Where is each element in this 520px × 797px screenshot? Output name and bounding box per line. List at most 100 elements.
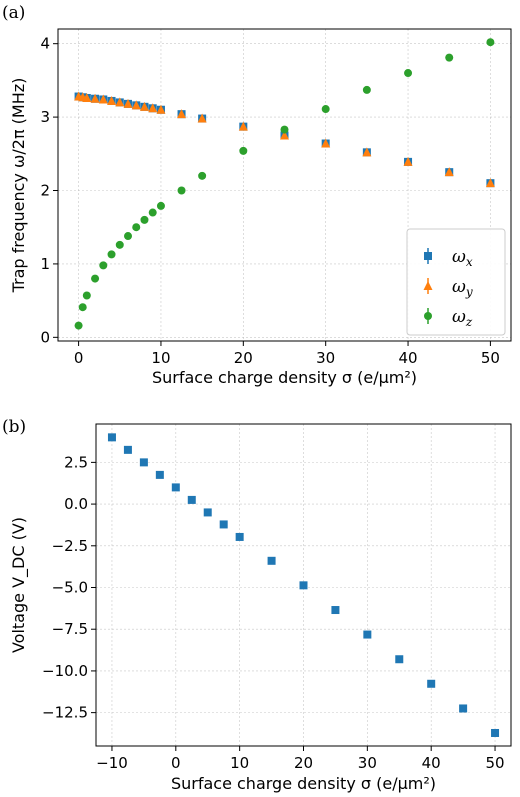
data-point [267, 556, 276, 565]
data-point [139, 101, 149, 111]
data-point [238, 121, 248, 131]
legend-marker [424, 312, 432, 320]
legend-items: ωx ωy ωz [423, 247, 473, 329]
data-point [362, 85, 371, 94]
data-point [74, 321, 83, 330]
data-point [139, 458, 148, 467]
x-tick-label: 0 [74, 349, 84, 367]
data-point [198, 171, 207, 180]
panel-a-y-axis-label: Trap frequency ω/2π (MHz) [9, 78, 28, 294]
y-tick-label: −7.5 [52, 620, 88, 638]
data-point [98, 94, 108, 104]
data-point [123, 98, 133, 108]
panel-a-data-marks [74, 38, 495, 330]
data-point [132, 223, 141, 232]
y-tick-label: 4 [40, 35, 50, 53]
data-point [131, 100, 141, 110]
data-point [115, 97, 125, 107]
data-point [82, 291, 91, 300]
y-tick-label: −5.0 [52, 579, 88, 597]
data-point [171, 483, 180, 492]
data-point [321, 105, 330, 114]
legend-marker [424, 252, 432, 260]
data-point [177, 186, 186, 195]
x-tick-label: 10 [151, 349, 170, 367]
data-point [107, 95, 117, 105]
panel-a-label: (a) [2, 3, 25, 23]
data-point [427, 679, 436, 688]
data-point [156, 104, 166, 114]
legend-label: ωx [452, 247, 473, 269]
data-point [404, 69, 413, 78]
data-point [148, 103, 158, 113]
data-point [362, 147, 372, 157]
data-point [123, 445, 132, 454]
data-point [219, 520, 228, 529]
panel-b-x-axis-label: Surface charge density σ (e/µm²) [171, 774, 436, 793]
y-tick-label: 0.0 [64, 495, 88, 513]
data-point [91, 274, 100, 283]
legend-label: ωy [452, 277, 473, 299]
data-point [197, 113, 207, 123]
y-tick-label: −10.0 [42, 662, 88, 680]
x-tick-label: 40 [422, 754, 441, 772]
x-tick-label: 0 [171, 754, 181, 772]
panel-b-label: (b) [2, 417, 26, 437]
data-point [485, 178, 495, 188]
data-point [187, 495, 196, 504]
data-point [156, 201, 165, 210]
data-point [148, 208, 157, 217]
panel-b: (b) −10 0 10 20 30 40 50 2.5 0.0 −2.5 −5.0 −7.5 −10.… [2, 417, 512, 793]
panel-a: (a) 0 10 20 30 40 50 0 1 2 3 4 Surface charge dens… [2, 3, 512, 387]
data-point [235, 532, 244, 541]
x-tick-label: 20 [234, 349, 253, 367]
x-tick-label: 50 [481, 349, 500, 367]
data-point [107, 250, 116, 259]
data-point [321, 138, 331, 148]
x-tick-label: 40 [398, 349, 417, 367]
data-point [78, 303, 87, 312]
y-tick-label: 2 [40, 182, 50, 200]
legend-marker [423, 281, 433, 290]
y-tick-label: 1 [40, 255, 50, 273]
data-point [239, 146, 248, 155]
x-tick-label: 10 [230, 754, 249, 772]
data-point [280, 125, 289, 134]
legend-label: ωz [452, 307, 473, 329]
x-tick-label: −10 [96, 754, 128, 772]
data-point [107, 433, 116, 442]
data-point [459, 704, 468, 713]
data-point [444, 167, 454, 177]
y-tick-label: −12.5 [42, 704, 88, 722]
data-point [90, 93, 100, 103]
data-point [486, 38, 495, 47]
panel-a-legend: ωx ωy ωz [406, 228, 506, 336]
data-point [99, 261, 108, 270]
panel-b-ticks: −10 0 10 20 30 40 50 2.5 0.0 −2.5 −5.0 −7.5 −10.0 −12… [42, 453, 505, 772]
y-tick-label: −2.5 [52, 537, 88, 555]
panel-b-data-marks [107, 433, 500, 737]
data-point [140, 215, 149, 224]
data-point [280, 130, 289, 140]
x-tick-label: 30 [316, 349, 335, 367]
panel-b-y-axis-label: Voltage V_DC (V) [9, 517, 29, 653]
x-tick-label: 30 [358, 754, 377, 772]
data-point [203, 508, 212, 517]
data-point [115, 240, 124, 249]
x-tick-label: 50 [485, 754, 504, 772]
data-point [177, 109, 187, 119]
data-point [363, 630, 372, 639]
data-point [331, 606, 340, 615]
x-tick-label: 20 [294, 754, 313, 772]
y-tick-label: 3 [40, 108, 50, 126]
data-point [395, 655, 404, 664]
data-point [491, 728, 500, 737]
data-point [403, 156, 413, 166]
data-point [155, 470, 164, 479]
panel-a-plot-frame [57, 28, 512, 342]
data-point [445, 53, 454, 62]
data-point [82, 93, 92, 103]
panel-a-x-axis-label: Surface charge density σ (e/µm²) [152, 368, 417, 387]
y-tick-label: 2.5 [64, 453, 88, 471]
